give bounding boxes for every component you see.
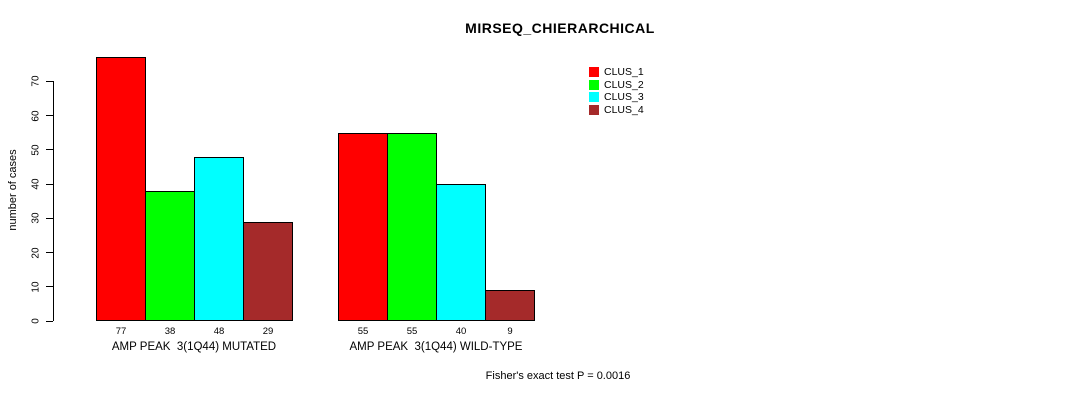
annotation-text: Fisher's exact test P = 0.0016 xyxy=(485,370,631,382)
bar-value-label: 55 xyxy=(406,326,418,337)
y-axis-tick xyxy=(46,149,53,151)
y-axis-tick xyxy=(46,80,53,82)
bar-clus_1-group2 xyxy=(338,133,388,321)
legend-item-label: CLUS_3 xyxy=(604,91,644,103)
bar-clus_2-group1 xyxy=(145,191,195,321)
bar-clus_3-group2 xyxy=(436,184,486,321)
y-axis-tick xyxy=(46,217,53,219)
bar-value-label: 9 xyxy=(507,326,513,337)
y-axis-tick-label: 30 xyxy=(30,212,42,224)
y-axis-tick xyxy=(46,183,53,185)
category-label: AMP PEAK 3(1Q44) MUTATED xyxy=(111,341,277,353)
legend-swatch-icon xyxy=(589,79,599,90)
legend-swatch-icon xyxy=(589,92,599,102)
bar-clus_4-group1 xyxy=(243,222,293,321)
bar-value-label: 48 xyxy=(213,326,225,337)
chart-title: MIRSEQ_CHIERARCHICAL xyxy=(465,20,655,36)
legend-item-label: CLUS_1 xyxy=(604,66,644,78)
bar-value-label: 77 xyxy=(115,326,127,337)
bar-clus_3-group1 xyxy=(194,157,244,321)
legend-swatch-icon xyxy=(589,67,599,77)
bar-clus_1-group1 xyxy=(96,57,146,321)
y-axis-tick xyxy=(46,286,53,288)
y-axis-tick xyxy=(46,252,53,254)
y-axis-tick-label: 60 xyxy=(30,110,42,122)
y-axis-tick xyxy=(46,115,53,117)
y-axis-tick-label: 20 xyxy=(30,246,42,259)
legend-swatch-icon xyxy=(589,104,599,115)
y-axis-tick-label: 40 xyxy=(30,178,42,190)
legend-item-label: CLUS_4 xyxy=(604,103,644,116)
legend-item-label: CLUS_2 xyxy=(604,78,644,91)
bar-value-label: 55 xyxy=(357,326,369,337)
y-axis-tick xyxy=(46,320,53,322)
bar-value-label: 38 xyxy=(164,326,176,337)
y-axis-tick-label: 10 xyxy=(30,281,42,293)
bar-clus_2-group2 xyxy=(387,133,437,321)
y-axis-title: number of cases xyxy=(7,149,19,231)
y-axis-tick-label: 50 xyxy=(30,144,42,156)
bar-clus_4-group2 xyxy=(485,290,535,321)
y-axis-line xyxy=(53,81,54,321)
bar-value-label: 40 xyxy=(455,326,467,337)
bar-value-label: 29 xyxy=(262,326,274,337)
category-label: AMP PEAK 3(1Q44) WILD-TYPE xyxy=(349,341,523,353)
y-axis-tick-label: 0 xyxy=(30,318,42,324)
y-axis-tick-label: 70 xyxy=(30,75,42,87)
